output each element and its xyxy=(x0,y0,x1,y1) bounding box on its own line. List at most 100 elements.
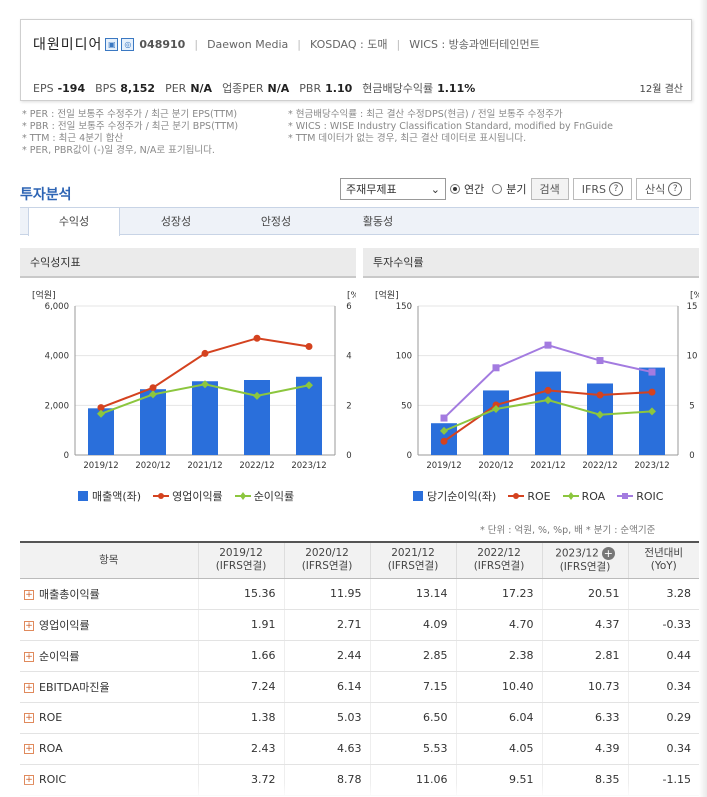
table-row: + ROE 1.38 5.03 6.50 6.04 6.33 0.29 xyxy=(20,702,699,734)
analysis-controls: 주재무제표 ⌄ 연간 분기 검색 IFRS? 산식? xyxy=(340,178,692,200)
data-point xyxy=(149,390,157,399)
chart-title: 투자수익률 xyxy=(363,248,699,278)
value-cell: 10.40 xyxy=(455,671,542,703)
row-label-cell[interactable]: + 순이익률 xyxy=(20,640,198,672)
legend-line-swatch xyxy=(234,492,251,500)
formula-help-button[interactable]: 산식? xyxy=(635,178,692,200)
note-line: * TTM 데이터가 없는 경우, 최근 결산 데이터로 표시됩니다. xyxy=(288,133,527,144)
radio-quarter[interactable] xyxy=(492,184,503,194)
analysis-tabs: 수익성 성장성 안정성 활동성 xyxy=(20,207,699,236)
bar xyxy=(535,371,561,455)
legend-bar-swatch xyxy=(78,491,88,501)
value-cell: 2.38 xyxy=(455,640,542,672)
bar xyxy=(296,376,322,455)
y2-tick-label: 15 xyxy=(687,302,698,312)
value-cell: 6.50 xyxy=(369,702,456,734)
value-cell: 6.33 xyxy=(541,702,628,734)
table-header-row: 항목 2019/12 (IFRS연결) 2020/12 (IFRS연결) 2021/12(… xyxy=(20,541,699,579)
row-label-cell[interactable]: + 매출총이익률 xyxy=(20,578,198,610)
legend-label: 매출액(좌) xyxy=(92,490,142,503)
chart-legend: 매출액(좌) 영업이익률 순이익률 xyxy=(78,488,306,504)
note-line: * 현금배당수익률 : 최근 결산 수정DPS(현금) / 전일 보통주 수정주… xyxy=(288,109,563,120)
value-cell: 1.38 xyxy=(197,702,284,734)
column-header: 2021/12 (IFRS연결) xyxy=(369,541,456,579)
expand-icon[interactable]: + xyxy=(24,713,34,723)
expand-icon[interactable]: + xyxy=(24,589,34,600)
english-name: Daewon Media xyxy=(207,37,289,51)
data-point xyxy=(97,409,105,418)
data-point xyxy=(596,357,604,365)
table-row: + 순이익률 1.66 2.44 2.85 2.38 2.81 0.44 xyxy=(20,640,699,672)
value-cell: 0.44 xyxy=(627,640,699,672)
industry-per-label: 업종PER xyxy=(222,82,264,95)
note-line: * TTM : 최근 4분기 합산 xyxy=(22,133,124,144)
data-point xyxy=(440,426,448,435)
company-name: 대원미디어 xyxy=(33,37,103,53)
map-icon[interactable]: ◎ xyxy=(121,37,135,51)
value-cell: 10.73 xyxy=(541,671,628,703)
note-line: * WICS : WISE Industry Classification St… xyxy=(288,121,614,132)
y2-tick-label: 2 xyxy=(346,401,351,411)
company-summary-box: 대원미디어 ▣ ◎ 048910 | Daewon Media | KOSDAQ… xyxy=(20,19,692,101)
eps-value: -194 xyxy=(57,81,86,95)
y-tick-label: 2,000 xyxy=(45,401,69,411)
value-cell: 0.34 xyxy=(627,671,699,703)
row-label: 순이익률 xyxy=(39,649,80,663)
legend-line-swatch xyxy=(617,493,634,499)
data-point xyxy=(544,396,552,405)
help-icon: ? xyxy=(668,182,683,196)
legend-label: 영업이익률 xyxy=(172,490,223,503)
data-point xyxy=(596,410,604,419)
value-cell: 5.03 xyxy=(283,702,370,734)
expand-icon[interactable]: + xyxy=(24,744,34,754)
tab-growth[interactable]: 성장성 xyxy=(160,215,192,228)
divider: | xyxy=(396,37,401,51)
market-info: KOSDAQ : 도매 xyxy=(310,38,388,51)
value-cell: 3.28 xyxy=(627,578,699,610)
profitability-chart: [억원] [%] 0 0 2,000 2 4,000 4 6,000 6 2019/12 2020/1… xyxy=(32,289,356,471)
row-label-cell[interactable]: + EBITDA마진율 xyxy=(20,671,198,703)
table-body: + 매출총이익률 15.36 11.95 13.14 17.23 20.51 3.28 + 영업이… xyxy=(20,578,699,796)
y-tick-label: 50 xyxy=(401,401,412,411)
x-tick-label: 2020/12 xyxy=(478,461,513,471)
tab-profitability[interactable]: 수익성 xyxy=(28,207,120,236)
row-label-cell[interactable]: + 영업이익률 xyxy=(20,609,198,641)
expand-icon[interactable]: + xyxy=(24,682,34,693)
radio-quarter-label: 분기 xyxy=(506,183,527,196)
tab-activity[interactable]: 활동성 xyxy=(362,215,394,228)
search-button[interactable]: 검색 xyxy=(530,178,569,200)
data-point xyxy=(596,391,604,399)
data-point xyxy=(305,381,313,390)
x-tick-label: 2020/12 xyxy=(135,461,170,471)
table-row: + EBITDA마진율 7.24 6.14 7.15 10.40 10.73 0.34 xyxy=(20,671,699,703)
data-point xyxy=(492,364,500,372)
data-point xyxy=(305,342,313,350)
expand-icon[interactable]: + xyxy=(24,620,34,631)
y2-tick-label: 6 xyxy=(346,302,351,312)
y2-tick-label: 5 xyxy=(689,401,694,411)
expand-icon[interactable]: + xyxy=(24,651,34,662)
x-tick-label: 2022/12 xyxy=(582,461,617,471)
radio-annual[interactable] xyxy=(450,184,460,194)
tab-stability[interactable]: 안정성 xyxy=(260,215,292,228)
building-icon[interactable]: ▣ xyxy=(105,37,119,51)
value-cell: 0.29 xyxy=(627,702,699,734)
statement-select[interactable]: 주재무제표 ⌄ xyxy=(340,178,446,200)
note-line: * PER : 전일 보통주 수정주가 / 최근 분기 EPS(TTM) xyxy=(22,109,238,120)
value-cell: 20.51 xyxy=(541,578,628,610)
metrics-row: EPS -194 BPS 8,152 PER N/A 업종PER N/A PBR… xyxy=(33,80,475,96)
value-cell: 1.91 xyxy=(197,609,284,641)
row-label-cell[interactable]: + ROE xyxy=(20,702,198,734)
dividend-yield-value: 1.11% xyxy=(437,81,476,95)
data-point xyxy=(648,368,656,376)
value-cell: 2.44 xyxy=(283,640,370,672)
legend-label: ROE xyxy=(527,489,551,503)
row-label-cell[interactable]: + ROA xyxy=(20,733,198,765)
legend-line-swatch xyxy=(153,493,170,499)
data-point xyxy=(253,391,261,400)
ifrs-help-button[interactable]: IFRS? xyxy=(572,178,632,200)
statement-select-value: 주재무제표 xyxy=(346,183,397,196)
value-cell: 11.95 xyxy=(283,578,370,610)
add-column-icon[interactable]: + xyxy=(601,547,615,560)
value-cell: 7.24 xyxy=(197,671,284,703)
